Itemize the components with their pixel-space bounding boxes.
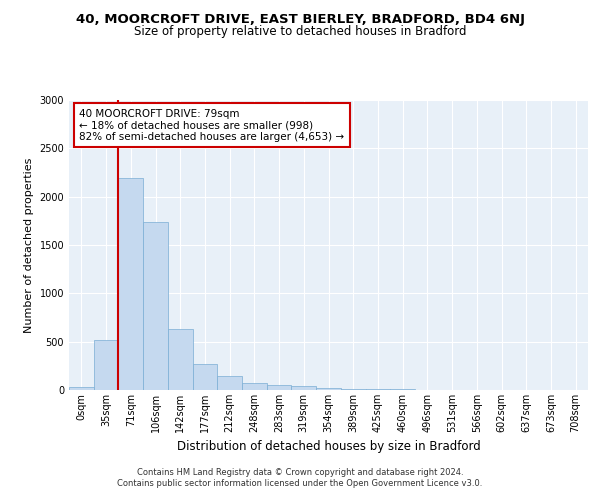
Bar <box>118 178 143 390</box>
Y-axis label: Number of detached properties: Number of detached properties <box>24 158 34 332</box>
Bar <box>69 387 94 390</box>
Text: 40, MOORCROFT DRIVE, EAST BIERLEY, BRADFORD, BD4 6NJ: 40, MOORCROFT DRIVE, EAST BIERLEY, BRADF… <box>76 12 524 26</box>
Bar <box>94 340 118 390</box>
Bar <box>193 364 217 390</box>
X-axis label: Distribution of detached houses by size in Bradford: Distribution of detached houses by size … <box>176 440 481 454</box>
Text: Size of property relative to detached houses in Bradford: Size of property relative to detached ho… <box>134 25 466 38</box>
Bar <box>217 376 242 390</box>
Bar <box>292 386 316 390</box>
Bar <box>168 328 193 390</box>
Bar <box>341 388 365 390</box>
Text: Contains HM Land Registry data © Crown copyright and database right 2024.
Contai: Contains HM Land Registry data © Crown c… <box>118 468 482 487</box>
Text: 40 MOORCROFT DRIVE: 79sqm
← 18% of detached houses are smaller (998)
82% of semi: 40 MOORCROFT DRIVE: 79sqm ← 18% of detac… <box>79 108 344 142</box>
Bar <box>267 384 292 390</box>
Bar <box>365 389 390 390</box>
Bar <box>390 389 415 390</box>
Bar <box>242 383 267 390</box>
Bar <box>143 222 168 390</box>
Bar <box>316 388 341 390</box>
